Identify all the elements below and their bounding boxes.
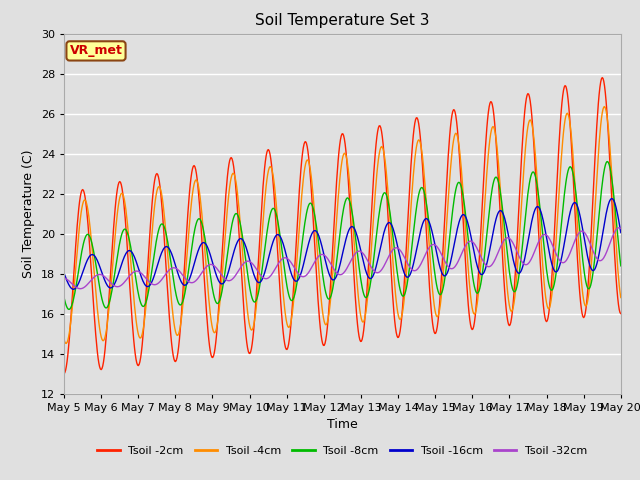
Tsoil -32cm xyxy=(428,242,435,248)
Tsoil -8cm xyxy=(65,306,72,312)
Tsoil -8cm xyxy=(128,252,136,258)
Tsoil -16cm xyxy=(214,277,222,283)
Tsoil -2cm xyxy=(410,126,418,132)
Line: Tsoil -16cm: Tsoil -16cm xyxy=(64,199,621,289)
Tsoil -8cm xyxy=(71,290,79,296)
Tsoil -4cm xyxy=(185,230,193,236)
Tsoil -32cm xyxy=(214,267,222,273)
Tsoil -16cm xyxy=(71,286,79,292)
Tsoil -2cm xyxy=(426,296,434,301)
Tsoil -32cm xyxy=(70,283,78,288)
Tsoil -2cm xyxy=(598,75,606,81)
Tsoil -4cm xyxy=(71,276,79,281)
Tsoil -32cm xyxy=(616,225,623,231)
Tsoil -4cm xyxy=(601,104,609,109)
Tsoil -16cm xyxy=(60,270,68,276)
Tsoil -8cm xyxy=(214,300,222,306)
Tsoil -8cm xyxy=(604,159,611,165)
Line: Tsoil -8cm: Tsoil -8cm xyxy=(64,162,621,309)
Tsoil -4cm xyxy=(617,295,625,300)
Tsoil -32cm xyxy=(60,275,68,281)
Tsoil -4cm xyxy=(63,340,70,346)
Tsoil -8cm xyxy=(60,294,68,300)
Tsoil -16cm xyxy=(185,278,193,284)
Tsoil -2cm xyxy=(184,210,192,216)
Line: Tsoil -32cm: Tsoil -32cm xyxy=(64,228,621,288)
Tsoil -2cm xyxy=(60,371,68,376)
Tsoil -4cm xyxy=(411,156,419,162)
Tsoil -2cm xyxy=(127,307,135,313)
Tsoil -2cm xyxy=(214,323,221,329)
Title: Soil Temperature Set 3: Soil Temperature Set 3 xyxy=(255,13,429,28)
Tsoil -16cm xyxy=(607,196,615,202)
Legend: Tsoil -2cm, Tsoil -4cm, Tsoil -8cm, Tsoil -16cm, Tsoil -32cm: Tsoil -2cm, Tsoil -4cm, Tsoil -8cm, Tsoi… xyxy=(93,441,592,460)
Tsoil -2cm xyxy=(70,267,78,273)
Tsoil -16cm xyxy=(617,229,625,235)
Tsoil -32cm xyxy=(185,279,193,285)
Text: VR_met: VR_met xyxy=(70,44,122,58)
Tsoil -4cm xyxy=(214,316,222,322)
Tsoil -16cm xyxy=(411,255,419,261)
Line: Tsoil -2cm: Tsoil -2cm xyxy=(64,78,621,373)
Tsoil -16cm xyxy=(70,287,77,292)
Y-axis label: Soil Temperature (C): Soil Temperature (C) xyxy=(22,149,35,278)
Tsoil -4cm xyxy=(428,269,435,275)
Tsoil -32cm xyxy=(411,268,419,274)
Tsoil -32cm xyxy=(128,270,136,276)
X-axis label: Time: Time xyxy=(327,418,358,431)
Line: Tsoil -4cm: Tsoil -4cm xyxy=(64,107,621,343)
Tsoil -8cm xyxy=(185,266,193,272)
Tsoil -16cm xyxy=(428,225,435,231)
Tsoil -16cm xyxy=(128,250,136,255)
Tsoil -32cm xyxy=(617,226,625,231)
Tsoil -4cm xyxy=(128,276,136,282)
Tsoil -8cm xyxy=(411,218,419,224)
Tsoil -32cm xyxy=(76,286,84,291)
Tsoil -2cm xyxy=(617,311,625,316)
Tsoil -4cm xyxy=(60,336,68,342)
Tsoil -8cm xyxy=(428,239,435,245)
Tsoil -8cm xyxy=(617,263,625,269)
